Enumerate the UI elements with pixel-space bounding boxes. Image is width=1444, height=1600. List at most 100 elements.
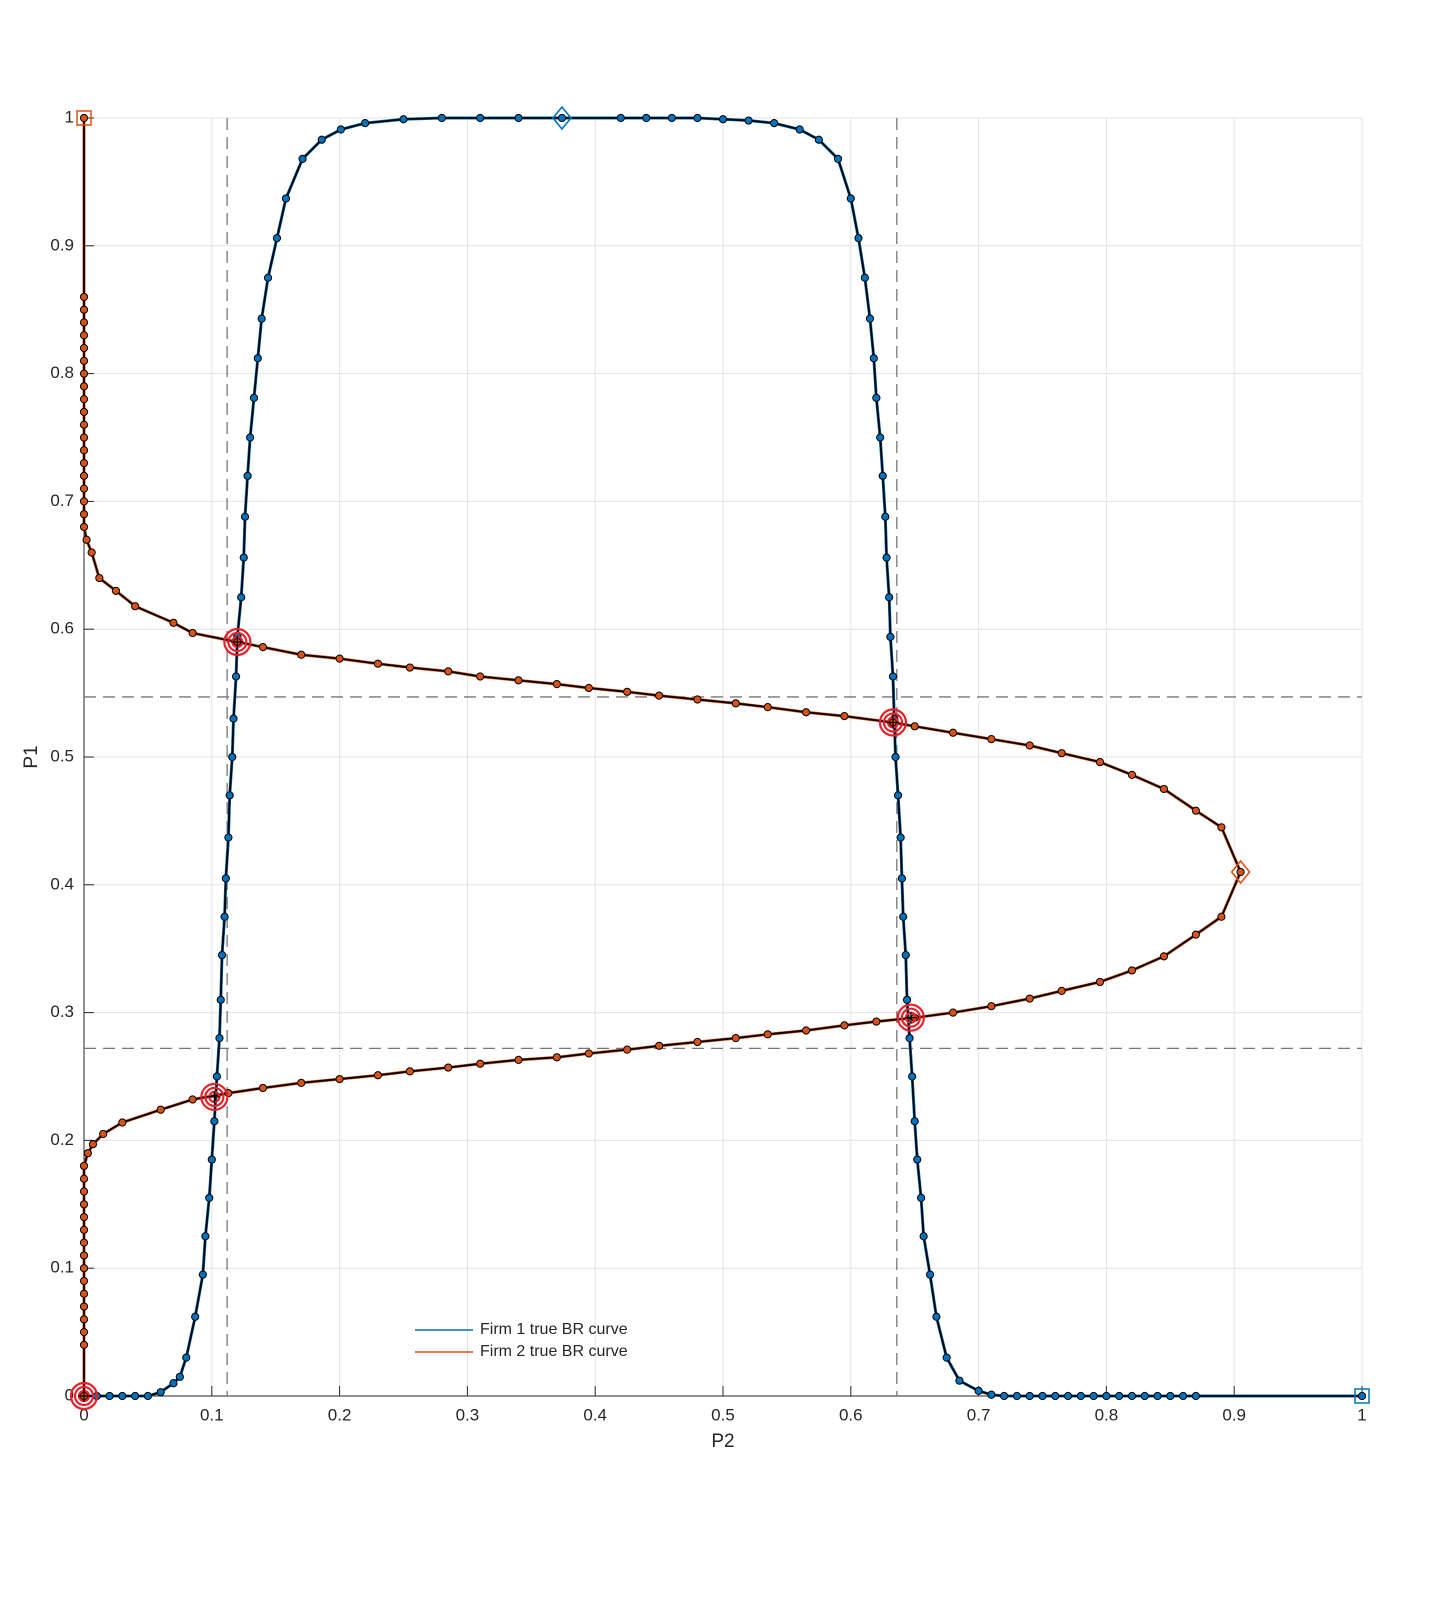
equilibrium-ring [73, 1385, 95, 1407]
square-marker [1354, 1388, 1370, 1404]
data-point [156, 1388, 165, 1397]
x-tick-label: 0.1 [200, 1405, 224, 1424]
data-point [655, 691, 664, 700]
data-point [437, 113, 446, 123]
data-point [188, 1095, 197, 1104]
data-point [860, 273, 869, 282]
data-point [1038, 1391, 1047, 1401]
data-point [1012, 1391, 1022, 1401]
data-point [476, 1059, 485, 1068]
data-point [744, 116, 753, 125]
legend-label: Firm 2 true BR curve [480, 1343, 628, 1360]
data-point [1178, 1391, 1188, 1401]
data-point [272, 234, 282, 243]
data-point [916, 1193, 926, 1203]
equilibrium-ring [204, 1086, 225, 1108]
data-point [79, 1212, 89, 1222]
data-point [913, 1155, 922, 1164]
data-point [405, 1067, 414, 1076]
data-point [1089, 1391, 1098, 1401]
data-point [82, 535, 91, 544]
y-tick-label: 0.8 [50, 363, 74, 382]
data-point [1191, 1391, 1200, 1401]
equilibrium-marker [223, 627, 252, 657]
y-tick-label: 0 [65, 1385, 74, 1404]
data-point [1102, 1391, 1111, 1401]
data-point [83, 1149, 92, 1158]
x-tick-label: 0.6 [839, 1405, 863, 1424]
equilibrium-marker [896, 1003, 925, 1032]
data-point [298, 154, 307, 163]
data-point [131, 602, 140, 611]
data-point [763, 703, 772, 712]
data-point [281, 194, 291, 203]
equilibrium-ring [878, 708, 908, 737]
data-point [693, 113, 702, 123]
data-point [801, 1026, 811, 1035]
data-point [79, 446, 89, 455]
data-point [79, 331, 89, 340]
data-point [1140, 1391, 1149, 1401]
data-point [840, 712, 849, 721]
data-point [1095, 758, 1105, 767]
legend: Firm 1 true BR curve Firm 2 true BR curve [415, 1321, 628, 1360]
data-point [1025, 994, 1034, 1003]
data-point [240, 512, 250, 521]
data-point [846, 194, 855, 203]
data-point [552, 1053, 561, 1062]
data-point [840, 1021, 849, 1030]
data-point [948, 728, 958, 737]
data-point [872, 1017, 881, 1026]
data-point [514, 1055, 523, 1064]
y-tick-label: 1 [65, 107, 74, 126]
data-point [79, 433, 89, 442]
data-point [869, 354, 878, 363]
data-point [1159, 952, 1169, 961]
data-point [514, 113, 523, 123]
data-point [908, 1072, 917, 1081]
y-tick-label: 0.5 [50, 746, 74, 765]
data-point [833, 154, 843, 163]
data-point [225, 791, 234, 800]
data-point [731, 699, 740, 708]
data-point [910, 722, 919, 731]
equilibrium-marker [878, 708, 908, 737]
data-point [1051, 1391, 1060, 1401]
data-point [79, 407, 89, 417]
data-point [188, 628, 197, 638]
data-point [925, 1270, 935, 1279]
y-tick-label: 0.1 [50, 1258, 74, 1277]
data-point [552, 680, 561, 689]
data-point [79, 369, 89, 378]
data-point [79, 1238, 89, 1247]
data-point [79, 395, 89, 404]
data-point [215, 1034, 224, 1043]
data-point [1236, 867, 1245, 877]
data-point [79, 1315, 89, 1324]
data-point [79, 484, 89, 493]
data-point [373, 1071, 383, 1080]
x-tick-label: 0.4 [583, 1405, 607, 1424]
data-point [201, 1232, 210, 1241]
diamond-marker [551, 105, 573, 131]
data-point [169, 618, 178, 627]
data-point [216, 995, 225, 1004]
data-point [1076, 1391, 1085, 1401]
data-point [297, 650, 306, 659]
data-point [1127, 966, 1137, 975]
data-point [249, 393, 259, 402]
data-point [79, 292, 89, 302]
data-point [1217, 823, 1226, 832]
data-point [623, 687, 632, 696]
legend-label: Firm 1 true BR curve [480, 1321, 628, 1338]
equilibrium-marker [200, 1082, 229, 1112]
data-point [902, 995, 912, 1004]
x-tick-label: 0.2 [328, 1405, 352, 1424]
data-point [79, 113, 89, 123]
data-point [88, 1140, 98, 1149]
data-point [79, 1161, 89, 1171]
data-point [905, 1034, 914, 1043]
data-point [79, 1251, 89, 1260]
y-tick-label: 0.3 [50, 1002, 74, 1021]
